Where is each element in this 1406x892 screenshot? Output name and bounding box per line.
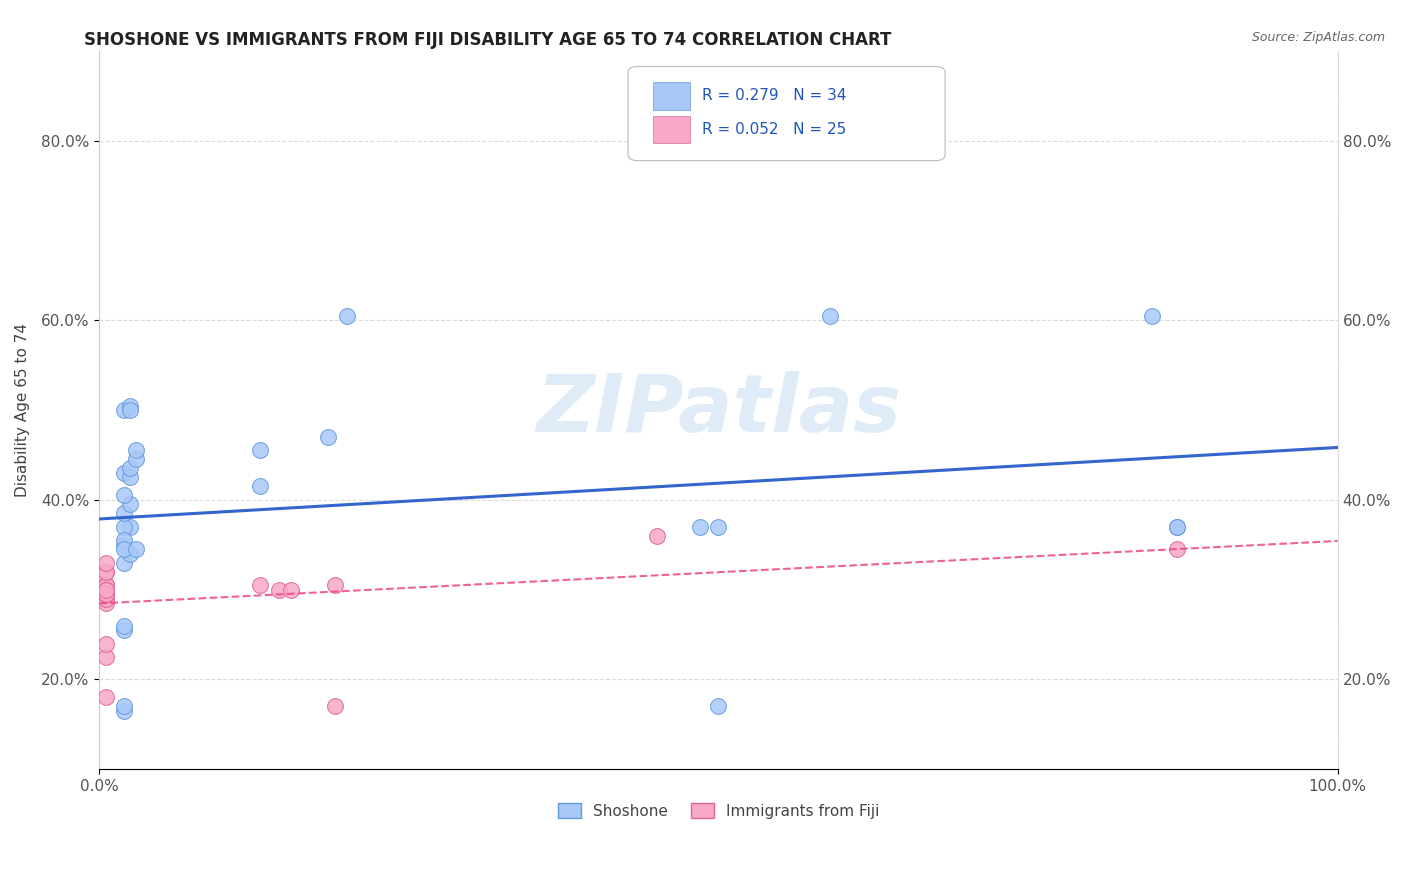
Point (94, 556, 117, 570)
Point (1166, 520, 1188, 534)
Point (1140, 309, 1163, 323)
Text: ZIPatlas: ZIPatlas (536, 371, 901, 449)
Point (120, 403, 142, 417)
Point (94, 578, 117, 592)
Point (94, 565, 117, 579)
Point (112, 520, 135, 534)
Text: R = 0.052   N = 25: R = 0.052 N = 25 (703, 122, 846, 137)
Point (336, 309, 359, 323)
Point (112, 542, 135, 557)
Point (94, 690, 117, 705)
Point (125, 452, 148, 467)
Point (112, 699, 135, 714)
Point (645, 529, 668, 543)
Point (1166, 520, 1188, 534)
FancyBboxPatch shape (652, 82, 690, 110)
Point (94, 587, 117, 601)
Point (1166, 542, 1188, 557)
Point (94, 650, 117, 665)
Text: Source: ZipAtlas.com: Source: ZipAtlas.com (1251, 31, 1385, 45)
Point (94, 578, 117, 592)
Point (120, 461, 142, 475)
Point (112, 623, 135, 637)
Point (112, 704, 135, 718)
Y-axis label: Disability Age 65 to 74: Disability Age 65 to 74 (15, 323, 30, 497)
FancyBboxPatch shape (652, 116, 690, 144)
Text: SHOSHONE VS IMMIGRANTS FROM FIJI DISABILITY AGE 65 TO 74 CORRELATION CHART: SHOSHONE VS IMMIGRANTS FROM FIJI DISABIL… (84, 31, 891, 49)
Point (707, 699, 730, 714)
Point (120, 547, 142, 561)
Point (125, 443, 148, 458)
Point (318, 430, 340, 444)
Point (94, 582, 117, 597)
Point (120, 497, 142, 511)
Point (249, 578, 271, 592)
Point (112, 403, 135, 417)
Point (112, 538, 135, 552)
Point (94, 565, 117, 579)
Text: R = 0.279   N = 34: R = 0.279 N = 34 (703, 88, 846, 103)
Point (120, 399, 142, 413)
Point (818, 309, 841, 323)
Point (112, 533, 135, 548)
Point (280, 582, 302, 597)
Point (689, 520, 711, 534)
Point (125, 542, 148, 557)
Point (112, 466, 135, 480)
Point (120, 520, 142, 534)
Point (112, 506, 135, 520)
Point (94, 587, 117, 601)
Point (323, 578, 346, 592)
Point (94, 587, 117, 601)
Point (94, 591, 117, 606)
Point (112, 488, 135, 502)
Point (94, 582, 117, 597)
Point (94, 582, 117, 597)
Point (249, 443, 271, 458)
Point (267, 582, 290, 597)
Point (94, 587, 117, 601)
Point (707, 520, 730, 534)
Point (94, 596, 117, 610)
Point (94, 636, 117, 650)
Point (323, 699, 346, 714)
FancyBboxPatch shape (628, 67, 945, 161)
Point (120, 470, 142, 484)
Legend: Shoshone, Immigrants from Fiji: Shoshone, Immigrants from Fiji (550, 795, 887, 826)
Point (112, 556, 135, 570)
Point (112, 618, 135, 632)
Point (94, 578, 117, 592)
Point (249, 479, 271, 493)
